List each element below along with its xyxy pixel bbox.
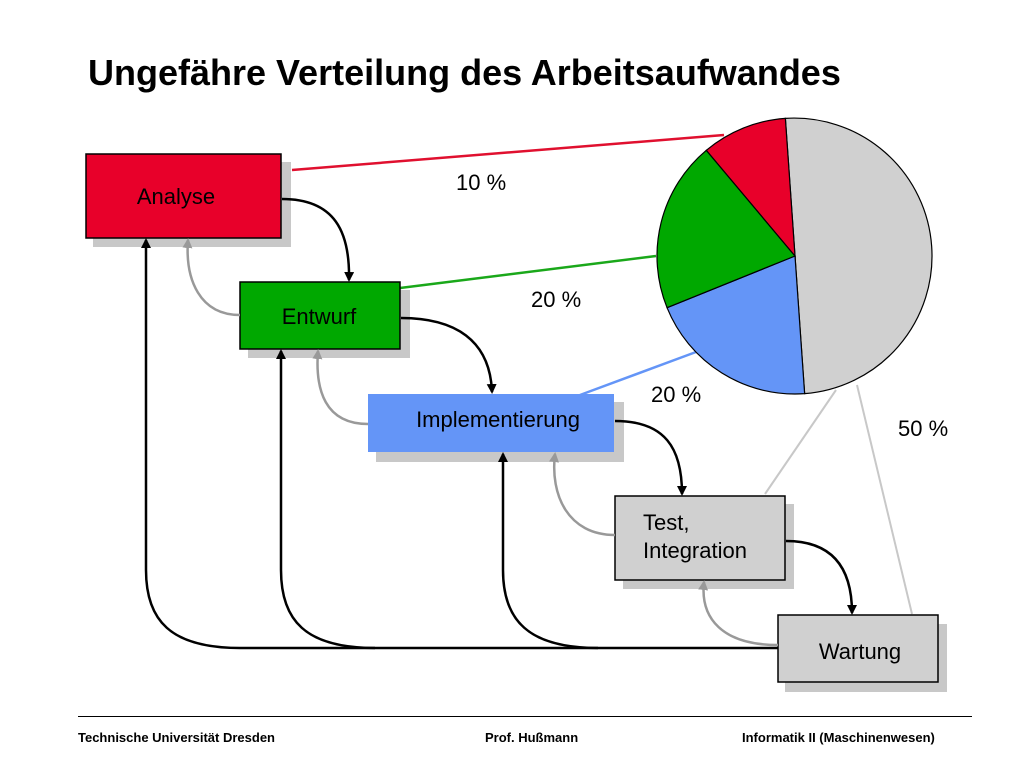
pie-slice-analyse (705, 117, 796, 258)
wartung-label: Wartung (819, 639, 901, 664)
entwurf-label: Entwurf (282, 304, 357, 329)
pie-slice-entwurf (656, 149, 796, 309)
footer-university: Technische Universität Dresden (78, 730, 275, 745)
entwurf-box (239, 281, 401, 350)
wartung-connector-line (856, 384, 913, 615)
footer-course: Informatik II (Maschinenwesen) (742, 730, 935, 745)
test-integration-box (614, 495, 786, 581)
wartung-to-analyse-arrow (141, 238, 241, 650)
implementierung-box (368, 394, 614, 452)
test-label-line1: Test, (643, 510, 689, 535)
entwurf-percent-label: 20 % (531, 287, 581, 312)
implementierung-to-entwurf-feedback-arrow (312, 349, 369, 426)
analyse-to-entwurf-arrow (281, 197, 355, 282)
test-connector-line (764, 389, 837, 495)
wartung-percent-label: 50 % (898, 416, 948, 441)
wartung-to-implementierung-arrow (498, 452, 599, 650)
pie-slice-wartung (784, 117, 933, 395)
analyse-label: Analyse (137, 184, 215, 209)
implementierung-label: Implementierung (416, 407, 580, 432)
footer-divider (78, 716, 972, 717)
test-to-wartung-arrow (785, 539, 857, 615)
implementierung-connector-line (579, 350, 697, 397)
entwurf-connector-line (399, 254, 657, 290)
analyse-box (85, 153, 282, 239)
wartung-to-entwurf-arrow (276, 349, 376, 650)
slide-title: Ungefähre Verteilung des Arbeitsaufwande… (88, 52, 841, 93)
pie-slice-implementierung (666, 255, 806, 395)
footer-professor: Prof. Hußmann (485, 730, 579, 745)
analyse-percent-label: 10 % (456, 170, 506, 195)
wartung-box (777, 614, 939, 683)
implementierung-percent-label: 20 % (651, 382, 701, 407)
test-label-line2: Integration (643, 538, 747, 563)
entwurf-to-analyse-feedback-arrow (182, 238, 241, 317)
test-to-implementierung-feedback-arrow (549, 452, 616, 537)
entwurf-to-implementierung-arrow (400, 316, 497, 394)
analyse-connector-line (291, 133, 725, 172)
implementierung-to-test-arrow (614, 419, 687, 496)
workload-pie-chart (656, 117, 933, 395)
wartung-to-test-feedback-arrow (698, 580, 779, 647)
